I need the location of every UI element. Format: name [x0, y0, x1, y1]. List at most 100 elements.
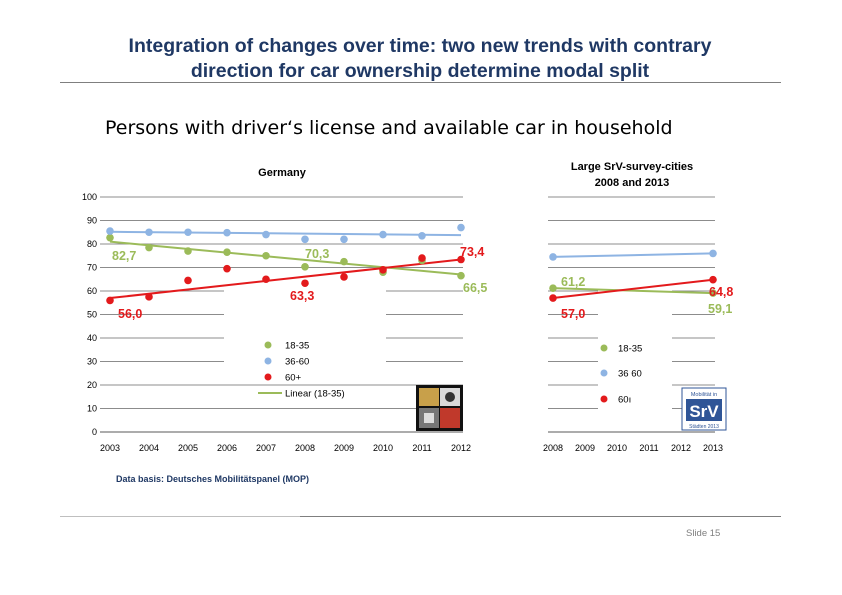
legend-label: 18-35 — [618, 344, 642, 355]
data-label: 66,5 — [463, 281, 487, 295]
x-tick-label: 2012 — [451, 443, 471, 453]
footer-divider-right — [300, 516, 781, 517]
legend-marker — [264, 373, 272, 381]
y-tick-label: 20 — [87, 380, 97, 390]
data-label: 57,0 — [561, 307, 585, 321]
y-tick-label: 100 — [82, 192, 97, 202]
title-divider — [60, 82, 781, 83]
data-point — [709, 289, 717, 297]
data-point — [223, 248, 231, 257]
chart-title: Large SrV-survey-cities — [571, 161, 693, 173]
series-line — [552, 278, 714, 300]
x-tick-label: 2009 — [334, 443, 354, 453]
y-tick-label: 30 — [87, 357, 97, 367]
slide-number: Slide 15 — [686, 528, 721, 539]
data-point — [709, 275, 717, 284]
x-tick-label: 2010 — [373, 443, 393, 453]
data-point — [457, 223, 465, 232]
legend-label: 36 60 — [618, 369, 642, 380]
data-point — [418, 254, 426, 262]
data-point — [549, 284, 557, 292]
series-line — [552, 287, 714, 295]
data-point — [145, 243, 153, 252]
trend-line — [109, 258, 462, 300]
y-tick-label: 0 — [92, 427, 97, 437]
data-point — [457, 255, 465, 264]
data-point — [145, 228, 153, 237]
data-point — [223, 264, 231, 273]
data-point — [262, 251, 270, 260]
data-point — [340, 235, 348, 244]
data-label: 73,4 — [460, 245, 484, 259]
y-tick-label: 70 — [87, 263, 97, 273]
data-point — [301, 279, 309, 288]
legend-label: 36-60 — [285, 357, 309, 368]
data-point — [145, 293, 153, 301]
x-tick-label: 2009 — [575, 443, 595, 453]
data-point — [549, 294, 557, 302]
data-point — [301, 235, 309, 244]
data-point — [379, 266, 387, 274]
data-label: 59,1 — [708, 302, 732, 316]
data-point — [340, 257, 348, 266]
slide-title: Integration of changes over time: two ne… — [60, 34, 780, 84]
y-tick-label: 80 — [87, 239, 97, 249]
legend-label: 60+ — [285, 373, 302, 384]
data-label: 70,3 — [305, 247, 329, 261]
legend-marker — [600, 369, 608, 377]
data-basis-note: Data basis: Deutsches Mobilitätspanel (M… — [116, 474, 310, 484]
data-label: 61,2 — [561, 275, 585, 289]
data-point — [340, 273, 348, 281]
slide-title-line-2: direction for car ownership determine mo… — [190, 60, 650, 82]
x-tick-label: 2007 — [256, 443, 276, 453]
data-point — [184, 247, 192, 255]
chart-subtitle: 2008 and 2013 — [595, 177, 670, 189]
trend-line — [109, 240, 462, 276]
data-point — [379, 230, 387, 239]
x-tick-label: 2008 — [543, 443, 563, 453]
data-point — [106, 296, 114, 305]
data-label: 82,7 — [112, 249, 136, 263]
data-label: 56,0 — [118, 307, 142, 321]
data-point — [106, 233, 114, 242]
data-point — [457, 271, 465, 280]
x-tick-label: 2008 — [295, 443, 315, 453]
x-tick-label: 2011 — [639, 443, 658, 453]
data-point — [418, 231, 426, 240]
srv-logo-text: SrV — [689, 402, 719, 421]
data-point — [709, 249, 717, 258]
mop-logo — [416, 385, 463, 431]
legend-marker — [600, 395, 608, 403]
x-tick-label: 2010 — [607, 443, 627, 453]
data-point — [106, 227, 114, 235]
data-point — [184, 228, 192, 237]
data-point — [262, 275, 270, 284]
data-point — [223, 228, 231, 237]
slide-subtitle: Persons with driver‘s license and availa… — [105, 117, 673, 139]
y-tick-label: 50 — [87, 310, 97, 320]
y-tick-label: 40 — [87, 333, 97, 343]
chart-germany: 0 10 20 30 40 50 60 70 80 90 100 2003 2004 2005 2006 20… — [82, 167, 487, 453]
trend-line — [109, 230, 462, 237]
x-tick-label: 2003 — [100, 443, 120, 453]
legend-label: 60ı — [618, 395, 631, 406]
x-tick-label: 2013 — [703, 443, 723, 453]
x-tick-label: 2012 — [671, 443, 691, 453]
srv-logo-caption-bottom: Städten 2013 — [689, 424, 719, 430]
slide-title-line-1: Integration of changes over time: two ne… — [128, 35, 712, 57]
x-tick-label: 2006 — [217, 443, 237, 453]
x-tick-label: 2004 — [139, 443, 159, 453]
data-point — [549, 253, 557, 261]
srv-logo-caption-top: Mobilität in — [691, 392, 717, 398]
series-line — [552, 252, 714, 258]
legend-marker — [264, 341, 272, 349]
chart-srv-cities: 2008 2009 2010 2011 2012 2013 Large SrV-survey… — [543, 161, 733, 453]
srv-logo: Mobilität in SrV Städten 2013 — [681, 387, 727, 431]
legend-label: 18-35 — [285, 341, 309, 352]
data-point — [184, 276, 192, 285]
data-label: 63,3 — [290, 289, 314, 303]
data-point — [262, 230, 270, 239]
legend-label: Linear (18-35) — [285, 389, 345, 400]
legend-marker — [600, 344, 608, 352]
